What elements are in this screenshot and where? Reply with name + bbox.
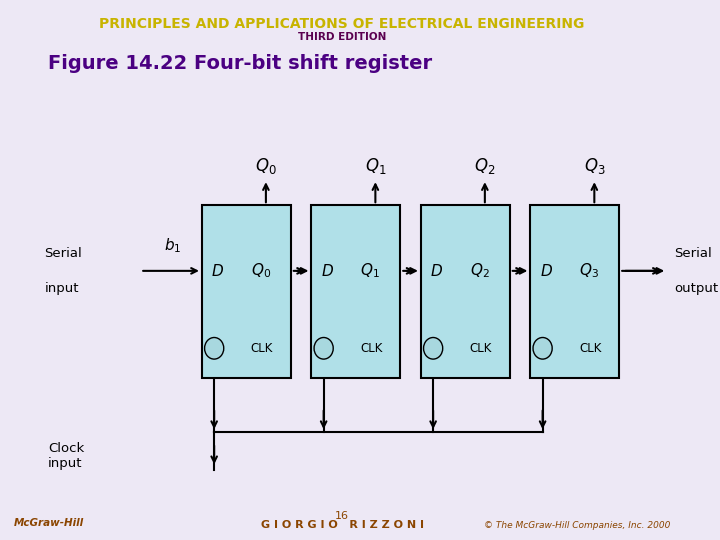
Text: Figure 14.22 Four-bit shift register: Figure 14.22 Four-bit shift register	[48, 54, 432, 73]
Text: $D$: $D$	[431, 263, 444, 279]
Ellipse shape	[533, 338, 552, 359]
Ellipse shape	[314, 338, 333, 359]
Text: $D$: $D$	[212, 263, 225, 279]
Bar	[311, 205, 400, 378]
Text: 16: 16	[335, 511, 349, 521]
Text: PRINCIPLES AND APPLICATIONS OF ELECTRICAL ENGINEERING: PRINCIPLES AND APPLICATIONS OF ELECTRICA…	[99, 17, 585, 31]
Text: $Q_1$: $Q_1$	[364, 156, 386, 176]
Bar	[420, 205, 510, 378]
Text: $b_1$: $b_1$	[164, 236, 181, 255]
Text: McGraw-Hill: McGraw-Hill	[14, 518, 84, 528]
Text: G I O R G I O   R I Z Z O N I: G I O R G I O R I Z Z O N I	[261, 520, 423, 530]
Text: Serial: Serial	[674, 247, 712, 260]
Text: CLK: CLK	[579, 342, 602, 355]
Text: output: output	[674, 282, 718, 295]
Text: input: input	[45, 282, 79, 295]
Text: © The McGraw-Hill Companies, Inc. 2000: © The McGraw-Hill Companies, Inc. 2000	[484, 521, 670, 530]
Text: $Q_3$: $Q_3$	[579, 261, 599, 280]
Text: CLK: CLK	[469, 342, 492, 355]
Text: $Q_1$: $Q_1$	[360, 261, 380, 280]
Text: $Q_0$: $Q_0$	[255, 156, 276, 176]
Text: $D$: $D$	[540, 263, 553, 279]
Text: $D$: $D$	[321, 263, 334, 279]
Ellipse shape	[204, 338, 224, 359]
Text: $Q_2$: $Q_2$	[469, 261, 490, 280]
Text: CLK: CLK	[360, 342, 382, 355]
Bar	[202, 205, 291, 378]
Text: THIRD EDITION: THIRD EDITION	[298, 32, 387, 43]
Text: Serial: Serial	[45, 247, 82, 260]
Text: Clock
input: Clock input	[48, 442, 84, 470]
Text: $Q_3$: $Q_3$	[583, 156, 605, 176]
Ellipse shape	[423, 338, 443, 359]
Text: $Q_0$: $Q_0$	[251, 261, 271, 280]
Text: $Q_2$: $Q_2$	[474, 156, 495, 176]
Bar	[531, 205, 619, 378]
Text: CLK: CLK	[251, 342, 273, 355]
